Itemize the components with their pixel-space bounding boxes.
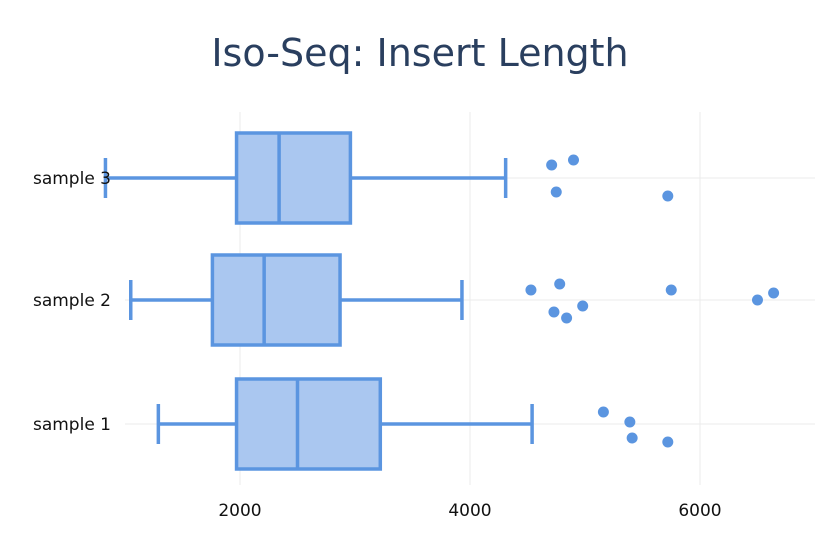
x-tick-label: 4000	[448, 501, 491, 521]
outlier-point	[548, 306, 560, 318]
x-tick-label: 2000	[218, 501, 261, 521]
x-tick-label: 6000	[678, 501, 721, 521]
outlier-point	[665, 284, 677, 296]
outlier-point	[554, 278, 566, 290]
outlier-point	[752, 294, 763, 306]
box-sample-2	[129, 253, 780, 347]
box-sample-1	[156, 377, 674, 471]
x-axis-ticks: 2000 4000 6000	[218, 501, 721, 521]
iqr-box	[234, 131, 353, 225]
outlier-point	[597, 406, 609, 418]
outlier-point	[561, 312, 573, 324]
outlier-point	[662, 190, 674, 202]
iqr-box	[234, 377, 383, 471]
outlier-point	[550, 186, 562, 198]
outlier-point	[624, 416, 636, 428]
y-tick-label: sample 2	[33, 291, 111, 311]
box-sample-3	[103, 131, 674, 225]
outlier-point	[546, 159, 558, 171]
y-axis-ticks: sample 1 sample 2 sample 3	[33, 169, 111, 435]
iqr-box	[210, 253, 342, 347]
outlier-point	[768, 287, 780, 299]
y-tick-label: sample 1	[33, 415, 111, 435]
outlier-point	[525, 284, 537, 296]
outlier-point	[626, 432, 638, 444]
y-tick-label: sample 3	[33, 169, 111, 189]
outlier-point	[662, 436, 674, 448]
chart-title: Iso-Seq: Insert Length	[211, 31, 628, 75]
outlier-point	[577, 300, 589, 312]
box-series	[103, 131, 780, 471]
outlier-point	[568, 154, 579, 166]
